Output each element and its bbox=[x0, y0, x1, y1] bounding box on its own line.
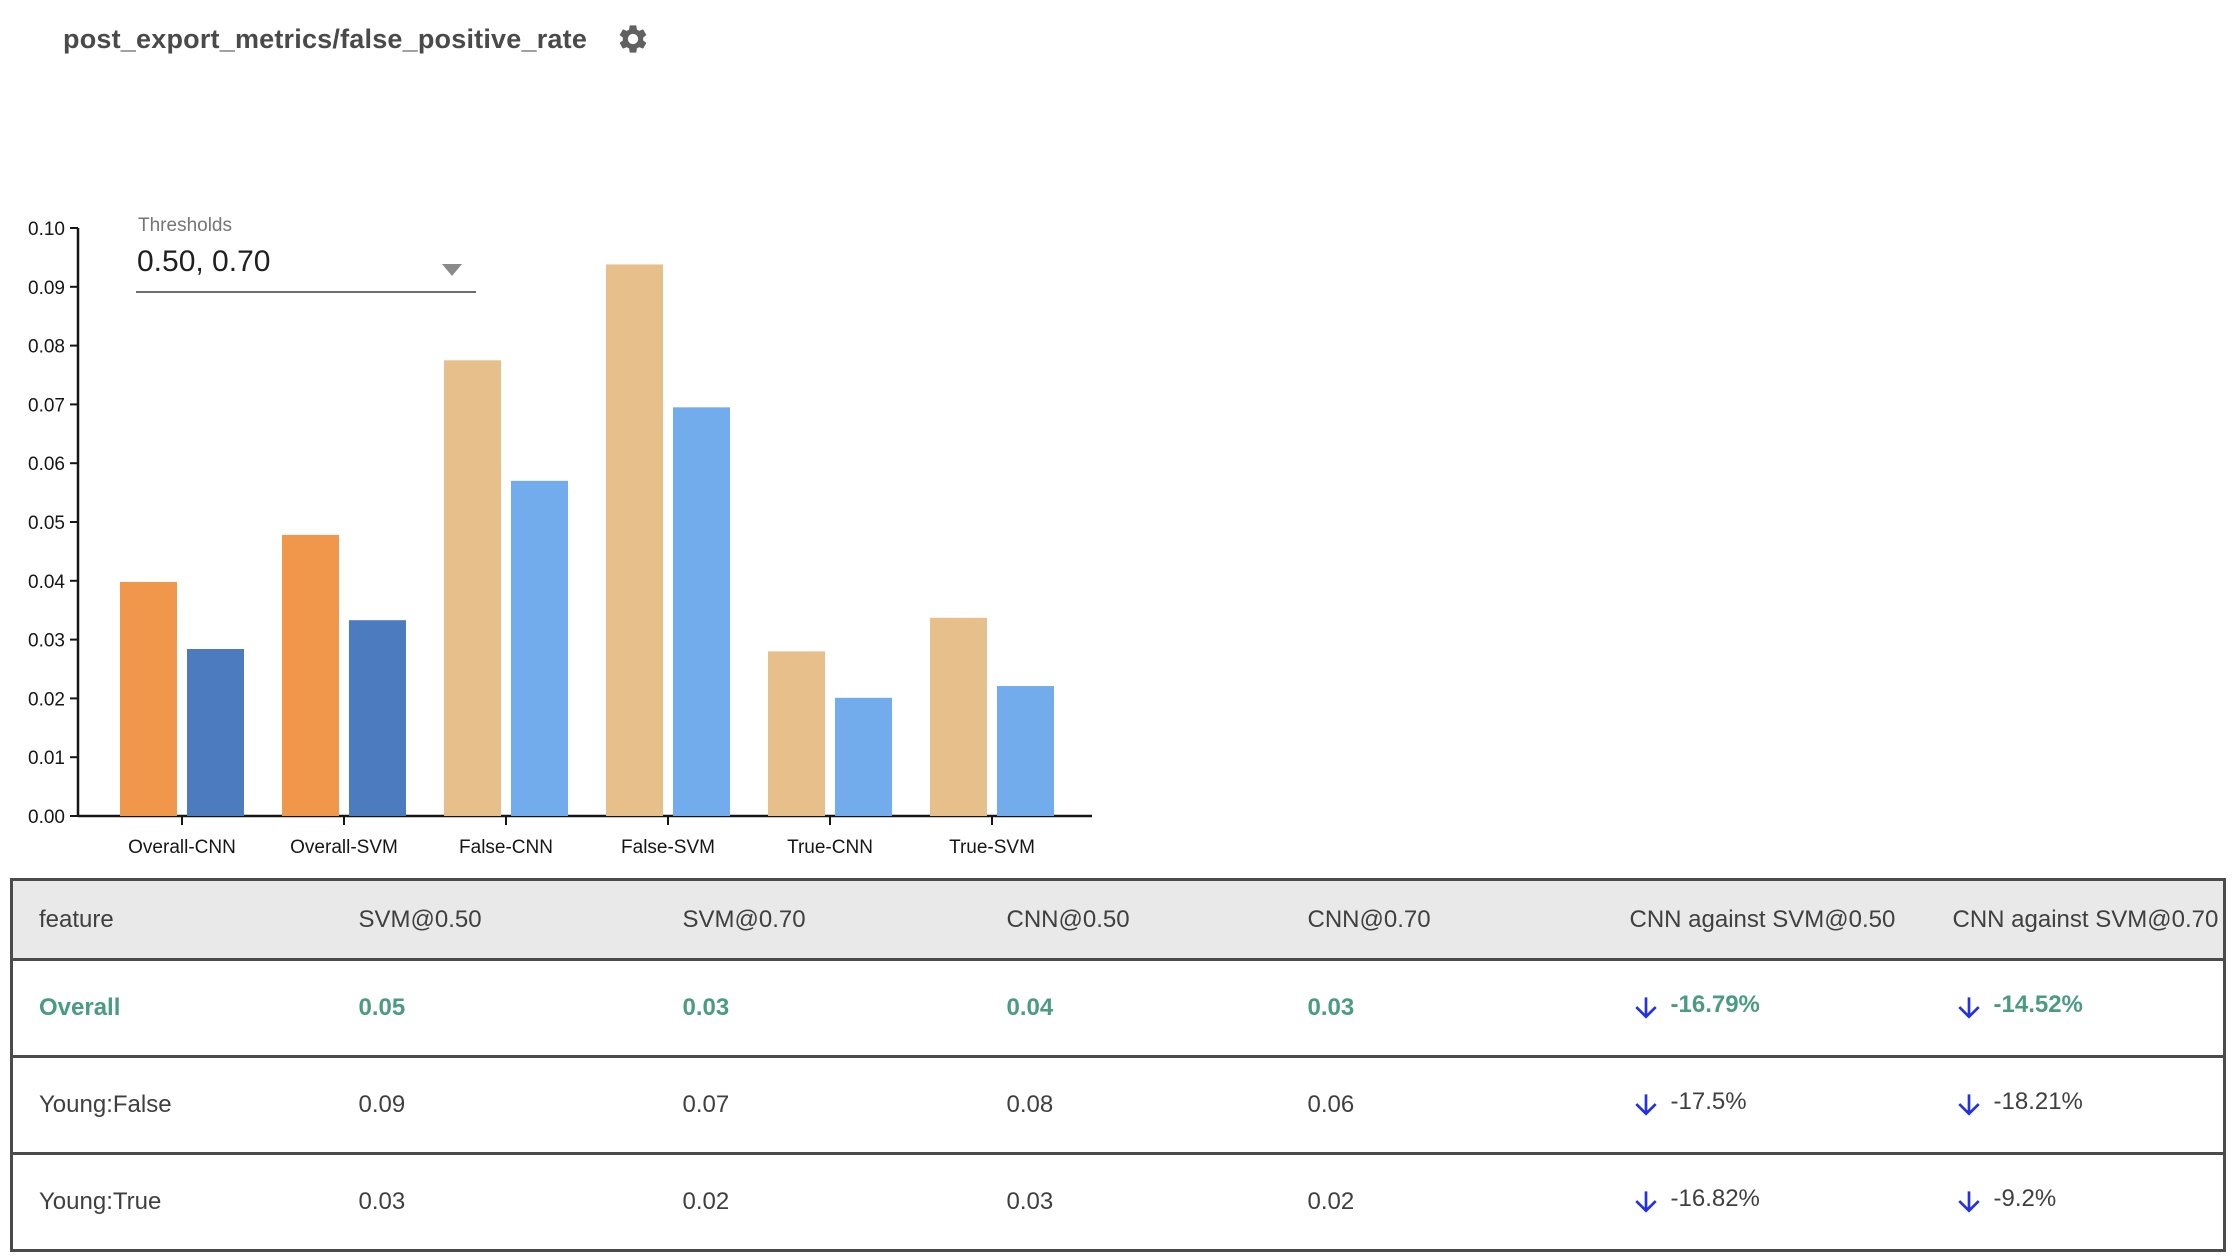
y-axis-tick-label: 0.05 bbox=[28, 513, 65, 534]
page-title: post_export_metrics/false_positive_rate bbox=[63, 24, 588, 54]
settings-gear-icon[interactable] bbox=[616, 22, 650, 56]
thresholds-label: Thresholds bbox=[138, 215, 232, 236]
delta-value: -16.82% bbox=[1670, 1184, 1760, 1212]
y-axis-tick-label: 0.03 bbox=[28, 631, 65, 652]
y-axis-tick-label: 0.04 bbox=[28, 572, 65, 593]
chart-bar-False-CNN-0.70 bbox=[511, 480, 568, 816]
delta-cell: -18.21% bbox=[1951, 1056, 2225, 1155]
delta-value: -14.52% bbox=[1993, 990, 2083, 1018]
x-axis-category-label: False-SVM bbox=[621, 837, 715, 858]
column-header-cnn-050: CNN@0.50 bbox=[1005, 879, 1307, 961]
delta-cell: -17.5% bbox=[1628, 1056, 1952, 1155]
y-axis-tick-label: 0.09 bbox=[28, 278, 65, 299]
metric-value-cell: 0.03 bbox=[681, 959, 1006, 1058]
arrow-down-icon bbox=[1957, 1190, 1980, 1213]
bar-chart-svg: 0.00 0.01 0.02 0.03 0.04 0.05 0.06 0.07 0.08 0.09… bbox=[28, 219, 1092, 858]
chart-bar-True-SVM-0.50 bbox=[930, 617, 987, 816]
metric-value-cell: 0.06 bbox=[1306, 1056, 1629, 1155]
column-header-svm-050: SVM@0.50 bbox=[357, 879, 682, 961]
metric-value-cell: 0.07 bbox=[681, 1056, 1006, 1155]
y-axis-tick-label: 0.00 bbox=[28, 807, 65, 828]
column-header-feature: feature bbox=[11, 879, 358, 961]
chart-bar-True-CNN-0.50 bbox=[768, 651, 825, 816]
metric-value-cell: 0.02 bbox=[682, 1188, 730, 1215]
delta-value: -18.21% bbox=[1993, 1087, 2083, 1115]
x-axis-category-label: Overall-SVM bbox=[290, 837, 398, 858]
delta-cell: -14.52% bbox=[1951, 959, 2225, 1058]
arrow-down-icon bbox=[1634, 1190, 1657, 1213]
chart-bar-False-CNN-0.50 bbox=[444, 360, 501, 816]
column-header-svm-070: SVM@0.70 bbox=[681, 879, 1006, 961]
y-axis-tick-label: 0.07 bbox=[28, 395, 65, 416]
x-axis-category-label: False-CNN bbox=[459, 837, 553, 858]
delta-value: -9.2% bbox=[1993, 1184, 2057, 1212]
chart-bar-True-CNN-0.70 bbox=[835, 697, 892, 816]
y-axis-tick-label: 0.10 bbox=[28, 219, 65, 240]
delta-cell: -9.2% bbox=[1952, 1154, 2225, 1251]
table-header-row: feature SVM@0.50 SVM@0.70 CNN@0.50 CNN@0… bbox=[11, 879, 2225, 961]
metric-value-cell: 0.03 bbox=[1306, 959, 1629, 1058]
table-row-young-true[interactable]: Young:True 0.03 0.02 0.03 0.02 -16.82% -9.2% bbox=[12, 1154, 2225, 1251]
caret-down-icon bbox=[442, 264, 462, 276]
feature-cell: Overall bbox=[11, 959, 358, 1058]
x-axis-category-label: True-CNN bbox=[787, 837, 873, 858]
arrow-down-icon bbox=[1957, 1093, 1980, 1116]
delta-value: -16.79% bbox=[1670, 990, 1760, 1018]
delta-cell: -16.82% bbox=[1629, 1154, 1952, 1251]
chart-bar-False-SVM-0.70 bbox=[673, 407, 730, 816]
gear-icon bbox=[619, 25, 647, 53]
metric-value-cell: 0.02 bbox=[1307, 1188, 1355, 1215]
feature-cell: Young:True bbox=[39, 1188, 162, 1215]
delta-value: -17.5% bbox=[1670, 1087, 1747, 1115]
arrow-down-icon bbox=[1634, 1093, 1657, 1116]
chart-bar-Overall-CNN-0.50 bbox=[120, 581, 177, 816]
bar-chart: 0.00 0.01 0.02 0.03 0.04 0.05 0.06 0.07 0.08 0.09… bbox=[0, 195, 1120, 875]
metric-value-cell: 0.09 bbox=[357, 1056, 682, 1155]
metric-value-cell: 0.03 bbox=[1006, 1188, 1054, 1215]
x-axis-category-label: True-SVM bbox=[949, 837, 1035, 858]
metric-value-cell: 0.04 bbox=[1005, 959, 1307, 1058]
y-axis-tick-label: 0.08 bbox=[28, 337, 65, 358]
thresholds-select[interactable]: Thresholds 0.50, 0.70 bbox=[68, 105, 476, 293]
column-header-cnn-against-svm-070: CNN against SVM@0.70 bbox=[1951, 879, 2225, 961]
arrow-down-icon bbox=[1634, 996, 1657, 1019]
chart-bar-Overall-SVM-0.50 bbox=[282, 534, 339, 816]
table-row-overall[interactable]: Overall 0.05 0.03 0.04 0.03 -16.79% -14.52% bbox=[11, 959, 2225, 1058]
chart-bar-Overall-CNN-0.70 bbox=[187, 649, 244, 816]
chart-bar-Overall-SVM-0.70 bbox=[349, 620, 406, 816]
metrics-table: feature SVM@0.50 SVM@0.70 CNN@0.50 CNN@0… bbox=[10, 878, 2226, 1252]
chart-bar-False-SVM-0.50 bbox=[606, 264, 663, 816]
x-axis-category-label: Overall-CNN bbox=[128, 837, 236, 858]
y-axis-tick-label: 0.06 bbox=[28, 454, 65, 475]
y-axis-tick-label: 0.01 bbox=[28, 748, 65, 769]
column-header-cnn-070: CNN@0.70 bbox=[1306, 879, 1629, 961]
column-header-cnn-against-svm-050: CNN against SVM@0.50 bbox=[1628, 879, 1952, 961]
metric-value-cell: 0.03 bbox=[358, 1188, 406, 1215]
thresholds-underline bbox=[136, 291, 476, 293]
chart-bar-True-SVM-0.70 bbox=[997, 686, 1054, 816]
thresholds-value: 0.50, 0.70 bbox=[137, 245, 271, 278]
metric-value-cell: 0.08 bbox=[1005, 1056, 1307, 1155]
arrow-down-icon bbox=[1957, 996, 1980, 1019]
table-row-young-false[interactable]: Young:False 0.09 0.07 0.08 0.06 -17.5% -18.21% bbox=[11, 1056, 2225, 1155]
delta-cell: -16.79% bbox=[1628, 959, 1952, 1058]
feature-cell: Young:False bbox=[11, 1056, 358, 1155]
y-axis-tick-label: 0.02 bbox=[28, 689, 65, 710]
metric-value-cell: 0.05 bbox=[357, 959, 682, 1058]
